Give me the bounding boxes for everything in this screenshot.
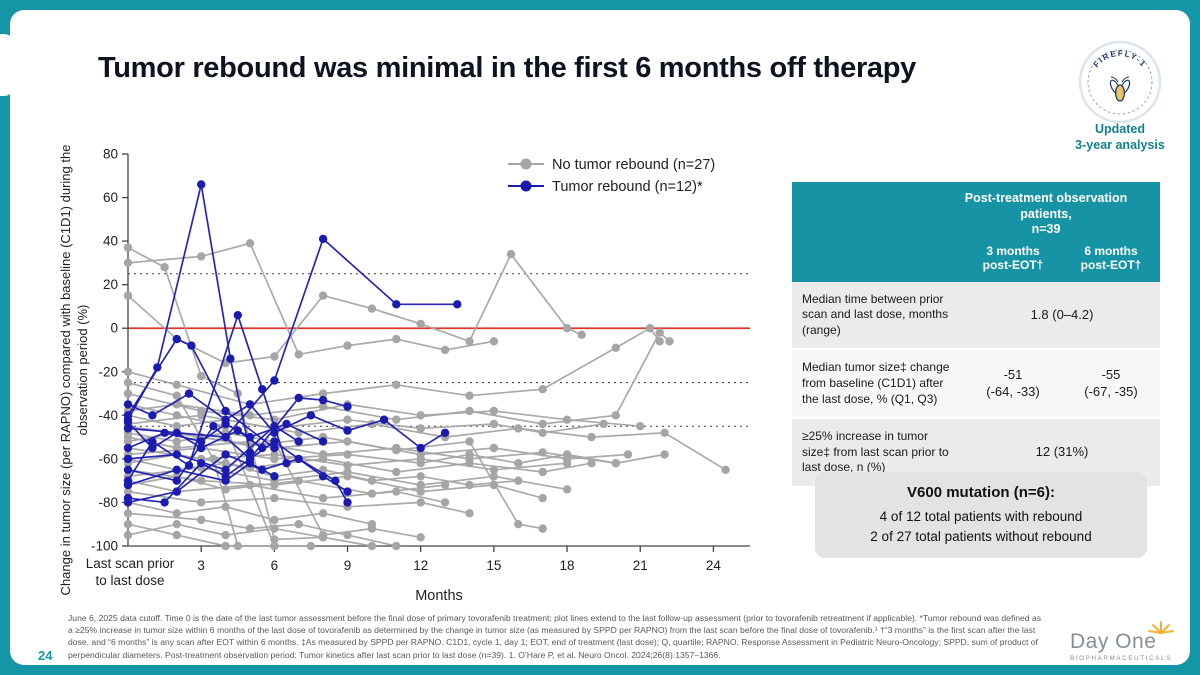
x-zero-label: Last scan prior to last dose (85, 556, 175, 588)
svg-text:Tumor rebound (n=12)*: Tumor rebound (n=12)* (552, 179, 703, 195)
svg-text:40: 40 (103, 234, 118, 249)
svg-text:-40: -40 (98, 408, 118, 423)
svg-text:80: 80 (103, 147, 118, 162)
svg-text:-20: -20 (98, 364, 118, 379)
svg-text:15: 15 (486, 558, 501, 573)
svg-text:24: 24 (706, 558, 722, 573)
firefly-badge: FIREFLY-1 (1078, 40, 1162, 129)
table-header: Post-treatment observation patients, n=3… (792, 182, 1160, 282)
firefly-badge-icon: FIREFLY-1 (1078, 40, 1162, 124)
edge-tab (0, 34, 14, 96)
table-col-3-months: 3 months post-EOT† (982, 243, 1044, 273)
svg-text:12: 12 (413, 558, 428, 573)
svg-text:-100: -100 (91, 539, 118, 554)
v600-line-2: 2 of 27 total patients without rebound (870, 528, 1092, 544)
svg-text:3: 3 (197, 558, 205, 573)
v600-title: V600 mutation (n=6): (907, 484, 1055, 501)
post-treatment-table: Post-treatment observation patients, n=3… (792, 182, 1160, 488)
page-number: 24 (38, 648, 53, 663)
dayone-logo: Day One BIOPHARMACEUTICALS (1070, 621, 1182, 662)
page-title: Tumor rebound was minimal in the first 6… (98, 52, 917, 84)
row-label: Median time between prior scan and last … (802, 291, 949, 337)
updated-analysis-label: Updated 3-year analysis (1075, 122, 1165, 152)
table-row: Median tumor size‡ change from baseline … (792, 350, 1160, 420)
svg-text:-60: -60 (98, 451, 118, 466)
row-value: 1.8 (0–4.2) (1030, 306, 1094, 322)
table-col-6-months: 6 months post-EOT† (1080, 243, 1142, 273)
row-value-6mo: -55 (-67, -35) (1084, 366, 1138, 399)
svg-text:60: 60 (103, 190, 118, 205)
firefly-icon (1109, 76, 1131, 102)
svg-text:18: 18 (560, 558, 575, 573)
row-value: 12 (31%) (1035, 444, 1089, 460)
row-value-3mo: -51 (-64, -33) (986, 366, 1040, 399)
svg-text:6: 6 (271, 558, 279, 573)
v600-line-1: 4 of 12 total patients with rebound (879, 509, 1083, 524)
svg-text:20: 20 (103, 277, 118, 292)
footnote: June 6, 2025 data cutoff. Time 0 is the … (68, 613, 1042, 660)
row-label: ≥25% increase in tumor size‡ from last s… (802, 429, 949, 475)
svg-text:0: 0 (110, 321, 118, 336)
y-axis-label: Change in tumor size (per RAPNO) compare… (58, 144, 90, 596)
row-label: Median tumor size‡ change from baseline … (802, 360, 950, 406)
svg-text:No tumor rebound (n=27): No tumor rebound (n=27) (552, 157, 715, 173)
sun-rays-icon (1148, 621, 1174, 634)
dayone-logo-sub: BIOPHARMACEUTICALS (1070, 655, 1172, 662)
table-row: Median time between prior scan and last … (792, 281, 1160, 351)
svg-text:-80: -80 (98, 495, 118, 510)
table-header-title: Post-treatment observation patients, n=3… (964, 191, 1128, 237)
dayone-logo-name: Day One (1070, 621, 1182, 654)
rebound-chart: 80 60 40 20 0 -20 -40 -60 -80 -100 3 6 9 12 15 18 21 24 Mo… (56, 138, 766, 608)
svg-text:21: 21 (633, 558, 648, 573)
v600-mutation-box: V600 mutation (n=6): 4 of 12 total patie… (815, 472, 1147, 559)
svg-text:Months: Months (415, 588, 463, 604)
svg-text:9: 9 (344, 558, 352, 573)
